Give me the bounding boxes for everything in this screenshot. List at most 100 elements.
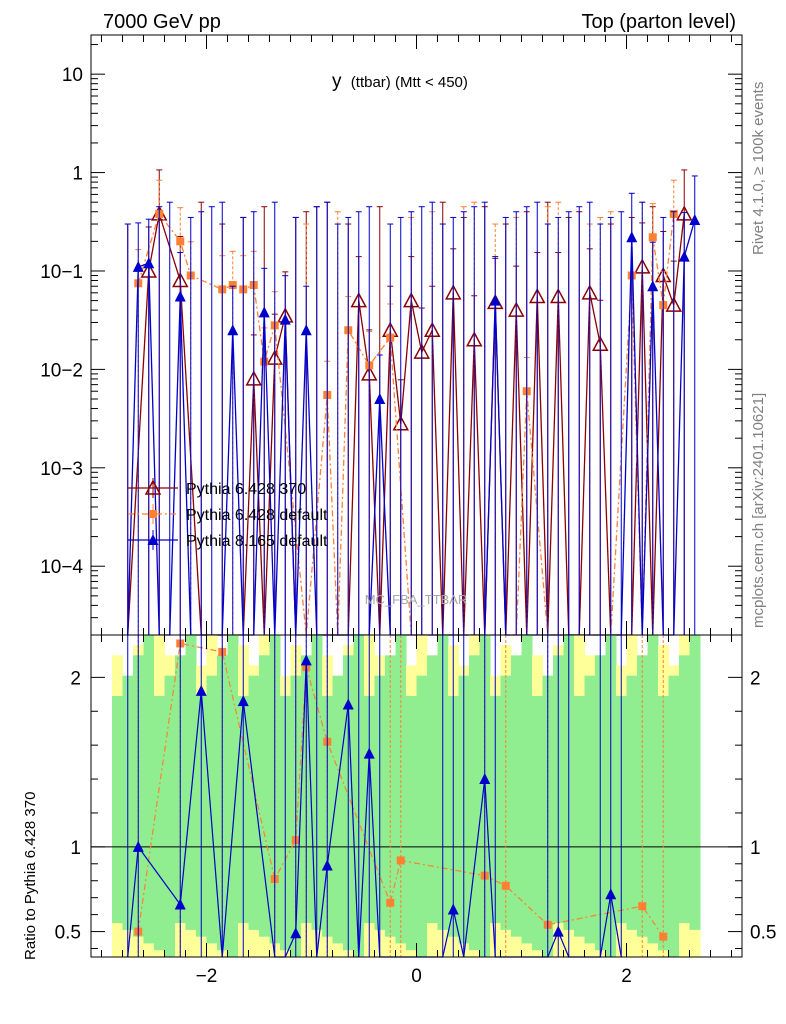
band-inner-bin [395,635,407,944]
ratio-point-triangle [552,925,564,937]
y-tick-label: 10 [62,65,83,86]
ratio-point-triangle [195,684,207,696]
band-inner-bin [521,635,533,944]
y-tick-label: 1 [72,164,83,185]
main-title: y (ttbar) (Mtt < 450) [332,71,468,92]
legend-marker [147,534,159,545]
series-line [137,212,675,636]
data-point-triangle [626,231,638,243]
header-left: 7000 GeV pp [103,11,221,33]
data-point-triangle [132,260,144,272]
band-inner-bin [248,675,260,930]
x-tick-label: 0 [411,966,422,987]
main-panel: 10 1 10−1 10−2 10−3 10−4 y (ttbar) (Mtt < 450… [40,34,743,636]
legend: Pythia 6.428 370 Pythia 6.428 default Pyth… [128,478,328,550]
band-inner-bin [469,655,480,951]
header-right: Top (parton level) [581,11,736,33]
data-point-triangle [300,324,312,336]
band-inner-bin [332,675,344,944]
ratio-point-square [501,881,510,890]
data-point-triangle [489,294,501,306]
data-point-triangle [143,257,155,269]
ratio-point-triangle [479,773,491,785]
band-inner-bin [532,696,543,951]
data-point-square [228,281,237,290]
ratio-y-tick-label-left: 0.5 [55,923,81,944]
data-point-square [648,233,657,242]
ratio-axes: 0.5 0.5 1 1 2 2 −2 0 2 [55,635,776,987]
ratio-ylabel: Ratio to Pythia 6.428 370 [22,792,39,960]
y-tick-label: 10−2 [40,360,83,381]
ratio-y-tick-label-right: 2 [750,668,761,689]
band-inner-bin [154,696,165,951]
band-inner-bin [689,635,701,930]
main-y-axis: 10 1 10−1 10−2 10−3 10−4 [40,35,742,636]
band-inner-bin [511,655,522,937]
ratio-panel: 0.5 0.5 1 1 2 2 −2 0 2 Ratio to Pythia 6.428 370 [22,634,776,987]
ratio-point-square [386,898,395,907]
data-point-triangle [647,280,659,292]
main-plot-area [124,169,701,636]
series-pythia6-default [134,179,678,636]
data-point-triangle [374,393,386,405]
ratio-point-triangle [132,840,144,852]
data-point-triangle [258,306,270,318]
data-point-square [176,237,185,246]
series-pythia6-370 [124,169,693,636]
data-point-triangle [227,324,239,336]
legend-label: Pythia 6.428 default [186,507,328,524]
legend-marker [144,479,162,495]
series-pythia8-default [124,175,701,636]
ratio-point-triangle [605,888,617,900]
data-point-triangle [279,313,291,325]
ratio-point-square [638,902,647,911]
ratio-point-triangle [447,903,459,915]
band-inner-bin [584,675,596,944]
main-title-sub: (ttbar) (Mtt < 450) [351,74,468,91]
ratio-plot-area [91,635,742,958]
uncertainty-bands [112,635,701,957]
band-inner-bin [626,675,638,930]
legend-label: Pythia 8.165 default [186,533,328,550]
mcplots-label: mcplots.cern.ch [arXiv:2401.10621] [750,393,767,628]
rivet-label: Rivet 4.1.0, ≥ 100k events [750,82,767,255]
band-inner-bin [164,675,176,957]
ratio-point-triangle [300,654,312,666]
band-inner-bin [574,696,585,937]
band-inner-bin [143,635,155,944]
band-inner-bin [658,696,669,951]
ratio-point-triangle [174,898,186,910]
ratio-point-triangle [342,698,354,710]
main-title-var: y [332,71,342,92]
ratio-y-tick-label-right: 0.5 [750,923,776,944]
analysis-watermark: MC_FBA_TTBAR [365,592,468,607]
ratio-point-triangle [237,695,249,707]
y-tick-label: 10−1 [40,262,83,283]
y-tick-label: 10−4 [40,557,83,578]
band-inner-bin [668,675,680,957]
ratio-y-tick-label-left: 1 [70,838,81,859]
ratio-y-tick-label-left: 2 [70,668,81,689]
band-inner-bin [427,655,438,924]
band-inner-bin [206,675,218,944]
band-inner-bin [185,635,197,930]
data-point-triangle [678,250,690,262]
ratio-point-square [659,932,668,941]
y-tick-label: 10−3 [40,459,83,480]
x-tick-label: −2 [196,966,218,987]
band-inner-bin [227,635,239,957]
legend-marker [149,510,157,518]
data-point-triangle [174,290,186,302]
ratio-point-square [396,856,405,865]
ratio-point-triangle [363,747,375,759]
band-inner-bin [647,635,659,944]
band-inner-bin [406,696,417,951]
series-line [127,213,685,636]
ratio-y-tick-label-right: 1 [750,838,761,859]
data-point-triangle [689,213,701,225]
ratio-point-triangle [321,859,333,871]
x-tick-label: 2 [621,966,632,987]
ratio-point-triangle [290,927,302,939]
band-inner-bin [416,675,428,957]
